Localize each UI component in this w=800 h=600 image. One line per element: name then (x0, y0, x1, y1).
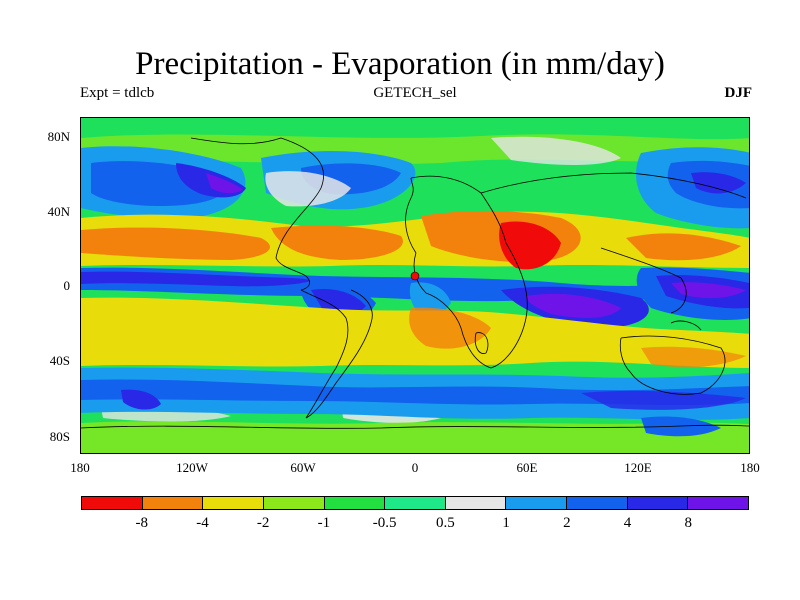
lon-label-120w: 120W (176, 460, 208, 475)
experiment-label: Expt = tdlcb (80, 85, 155, 101)
legend-label-4: -0.5 (372, 515, 397, 531)
legend-label-7: 2 (563, 515, 571, 531)
legend-label-6: 1 (502, 515, 510, 531)
legend-swatch-4 (324, 497, 386, 509)
legend-swatch-8 (567, 497, 628, 509)
chart-title: Precipitation - Evaporation (in mm/day) (135, 46, 665, 82)
lon-label-60w: 60W (290, 460, 316, 475)
season-label: DJF (724, 85, 753, 101)
lon-label-0: 0 (411, 460, 419, 475)
legend-swatch-3 (263, 497, 325, 509)
legend-swatch-5 (385, 497, 446, 509)
dataset-label: GETECH_sel (373, 85, 457, 101)
legend-swatch-1 (142, 497, 204, 509)
lon-label-180e: 180 (740, 460, 760, 475)
lat-label-40s: 40S (49, 353, 70, 368)
lat-label-80s: 80S (49, 429, 70, 444)
legend-label-2: -2 (256, 515, 270, 531)
legend-label-9: 8 (684, 515, 693, 531)
legend-swatch-6 (445, 497, 507, 509)
legend-swatch-7 (506, 497, 568, 509)
lat-label-40n: 40N (47, 204, 70, 219)
legend-swatch-2 (203, 497, 264, 509)
color-legend-bar (81, 496, 749, 510)
lon-label-60e: 60E (516, 460, 538, 475)
lat-label-equator: 0 (63, 278, 71, 293)
legend-label-8: 4 (623, 515, 632, 531)
legend-label-3: -1 (317, 515, 331, 531)
legend-label-1: -4 (196, 515, 209, 531)
legend-swatch-0 (82, 497, 143, 509)
lat-label-80n: 80N (47, 129, 70, 144)
legend-label-5: 0.5 (435, 515, 455, 531)
legend-swatch-10 (688, 497, 749, 509)
lon-label-180w: 180 (70, 460, 90, 475)
legend-swatch-9 (627, 497, 689, 509)
lon-label-120e: 120E (624, 460, 652, 475)
legend-label-0: -8 (135, 515, 148, 531)
precip-minus-evap-map (80, 117, 750, 454)
